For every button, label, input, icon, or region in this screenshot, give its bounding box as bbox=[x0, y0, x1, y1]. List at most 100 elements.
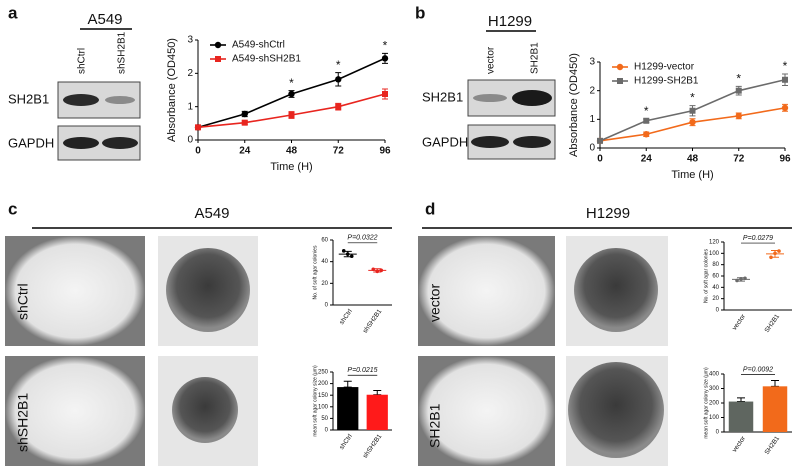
band bbox=[105, 96, 135, 104]
lane-label: shSH2B1 bbox=[117, 31, 128, 74]
y-tick-label: 60 bbox=[321, 238, 328, 244]
x-tick-label: 96 bbox=[779, 154, 791, 165]
data-point bbox=[773, 251, 777, 256]
panel-letter: a bbox=[8, 3, 18, 22]
x-axis-label: Time (H) bbox=[270, 161, 312, 173]
p-value: P=0.0092 bbox=[743, 366, 773, 373]
dish-image bbox=[5, 356, 145, 466]
band bbox=[512, 90, 552, 106]
p-value: P=0.0215 bbox=[347, 367, 377, 374]
x-tick-label: 48 bbox=[687, 154, 699, 165]
data-point bbox=[739, 277, 743, 281]
blot-label: SH2B1 bbox=[422, 89, 463, 104]
x-tick-label: 96 bbox=[379, 146, 391, 157]
y-tick-label: 40 bbox=[321, 259, 328, 265]
data-point bbox=[349, 254, 354, 259]
row-label: vector bbox=[427, 284, 443, 322]
cell-line: H1299 bbox=[488, 13, 532, 30]
panel-letter: d bbox=[425, 199, 435, 218]
y-tick-label: 20 bbox=[712, 296, 719, 302]
x-tick-label: 72 bbox=[333, 146, 345, 157]
bar bbox=[762, 386, 788, 432]
significance: * bbox=[644, 104, 649, 118]
y-tick-label: 0 bbox=[589, 143, 595, 154]
row-label: shSH2B1 bbox=[15, 393, 31, 452]
significance: * bbox=[383, 39, 388, 53]
cell-line: H1299 bbox=[586, 205, 630, 222]
x-tick-label: SH2B1 bbox=[763, 435, 781, 456]
x-tick-label: shSH2B1 bbox=[362, 308, 384, 335]
x-tick-label: 0 bbox=[195, 146, 201, 157]
band bbox=[513, 136, 551, 148]
marker bbox=[689, 107, 696, 114]
y-tick-label: 80 bbox=[712, 262, 719, 268]
lane-label: shCtrl bbox=[77, 48, 88, 74]
y-axis-label: No. of soft agar colonies bbox=[312, 245, 318, 299]
y-tick-label: 200 bbox=[318, 381, 329, 387]
y-tick-label: 100 bbox=[709, 251, 720, 257]
bar bbox=[337, 387, 359, 430]
marker bbox=[241, 110, 248, 118]
dish-image bbox=[418, 356, 555, 466]
x-tick-label: 24 bbox=[641, 154, 653, 165]
legend-marker bbox=[616, 63, 624, 71]
x-tick-label: shCtrl bbox=[338, 308, 354, 326]
band bbox=[102, 137, 138, 149]
y-tick-label: 1 bbox=[187, 101, 193, 112]
significance: * bbox=[336, 58, 341, 72]
data-point bbox=[345, 252, 350, 256]
y-tick-label: 200 bbox=[709, 401, 720, 407]
y-tick-label: 0 bbox=[325, 303, 329, 309]
legend-label: A549-shCtrl bbox=[232, 40, 285, 51]
marker bbox=[241, 119, 248, 126]
p-value: P=0.0322 bbox=[347, 235, 377, 242]
y-tick-label: 2 bbox=[589, 85, 595, 96]
marker bbox=[643, 131, 650, 138]
band bbox=[471, 136, 509, 148]
y-axis-label: No. of soft agar colonies bbox=[703, 249, 709, 303]
legend-marker bbox=[215, 56, 221, 62]
cell-line: A549 bbox=[87, 11, 122, 28]
cell-line: A549 bbox=[194, 205, 229, 222]
marker bbox=[689, 119, 696, 126]
x-tick-label: shCtrl bbox=[338, 433, 354, 451]
y-tick-label: 50 bbox=[321, 416, 328, 422]
y-tick-label: 100 bbox=[318, 404, 329, 410]
x-tick-label: shSH2B1 bbox=[362, 433, 384, 460]
x-axis-label: Time (H) bbox=[671, 169, 713, 181]
dish-image bbox=[418, 236, 555, 346]
y-axis-label: Absorbance (OD450) bbox=[568, 53, 580, 157]
x-tick-label: 24 bbox=[239, 146, 251, 157]
colony bbox=[166, 248, 250, 332]
y-tick-label: 0 bbox=[187, 135, 193, 146]
legend-label: A549-shSH2B1 bbox=[232, 54, 301, 65]
row-label: shCtrl bbox=[15, 283, 31, 320]
marker bbox=[335, 76, 342, 83]
data-point bbox=[743, 276, 747, 281]
marker bbox=[781, 104, 789, 112]
y-tick-label: 40 bbox=[712, 285, 719, 291]
y-tick-label: 150 bbox=[318, 393, 329, 399]
data-point bbox=[341, 249, 346, 253]
y-tick-label: 0 bbox=[716, 430, 720, 436]
y-axis-label: Absorbance (OD450) bbox=[166, 38, 178, 142]
significance: * bbox=[736, 72, 741, 86]
x-tick-label: 0 bbox=[597, 154, 603, 165]
colony bbox=[568, 362, 664, 458]
dish-image bbox=[5, 236, 145, 346]
y-tick-label: 100 bbox=[709, 415, 720, 421]
y-tick-label: 1 bbox=[589, 114, 595, 125]
bar bbox=[366, 394, 388, 430]
y-tick-label: 2 bbox=[187, 68, 193, 79]
marker bbox=[288, 112, 295, 118]
bar bbox=[728, 401, 754, 432]
y-tick-label: 3 bbox=[187, 35, 193, 46]
data-point bbox=[777, 249, 781, 253]
marker bbox=[643, 117, 650, 124]
blot-label: SH2B1 bbox=[8, 91, 49, 106]
legend-marker bbox=[214, 41, 222, 49]
band bbox=[63, 137, 99, 149]
marker bbox=[735, 112, 742, 120]
marker bbox=[335, 103, 342, 110]
